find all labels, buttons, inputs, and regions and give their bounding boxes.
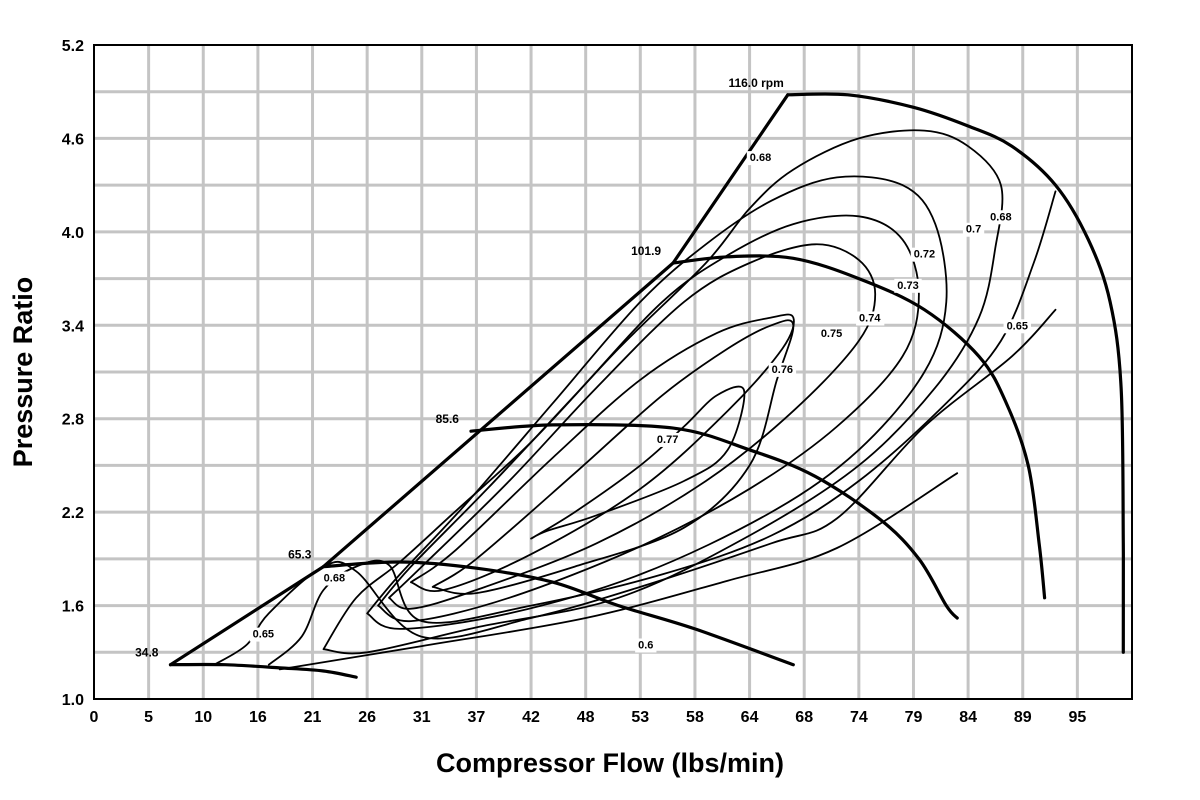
x-tick-label: 79 [905,709,923,726]
efficiency-label-0.65-background [1003,319,1031,334]
efficiency-island-0.73 [377,214,920,623]
efficiency-label-0.72: 0.72 [914,249,935,261]
plot-area-frame [93,44,1133,700]
y-tick-label: 3.4 [62,318,84,335]
x-tick-label: 26 [358,709,376,726]
speed-line-85.6 [469,422,959,620]
efficiency-label-0.77-background [653,432,682,447]
y-tick-label: 4.0 [62,225,84,242]
y-axis-title: Pressure Ratio [8,277,38,468]
efficiency-label-0.68: 0.68 [990,211,1011,223]
efficiency-label-0.75-background [817,327,846,342]
x-tick-label: 95 [1068,709,1086,726]
efficiency-label-0.6: 0.6 [638,640,653,652]
speed-line-34.8 [168,662,358,679]
tick-labels: 0 5 10 16 21 26 31 37 42 48 53 58 64 68 74 79 84 89 95 1.0 1… [62,38,1087,726]
x-tick-label: 64 [741,709,759,726]
x-tick-label: 37 [468,709,486,726]
y-tick-label: 2.2 [62,505,84,522]
efficiency-label-0.68-background [987,210,1015,225]
speed-label-34.8: 34.8 [135,646,159,660]
x-tick-label: 48 [577,709,595,726]
efficiency-label-0.65: 0.65 [253,629,274,641]
efficiency-island-0.76 [431,319,795,595]
x-tick-label: 0 [90,709,99,726]
efficiency-label-0.68-background [320,571,349,586]
speed-label-85.6: 85.6 [436,412,460,426]
efficiency-label-0.74: 0.74 [859,313,881,325]
efficiency-label-0.65: 0.65 [1007,320,1028,332]
y-tick-label: 4.6 [62,131,84,148]
efficiency-label-0.68: 0.68 [324,573,345,585]
x-tick-label: 31 [413,709,431,726]
efficiency-label-0.65-background [249,627,278,642]
x-tick-label: 21 [304,709,322,726]
speed-label-116.0: 116.0 rpm [728,76,783,90]
surge-line [168,93,790,667]
x-tick-label: 53 [631,709,649,726]
x-tick-label: 89 [1014,709,1032,726]
efficiency-label-0.76-background [768,362,797,377]
x-tick-label: 5 [144,709,153,726]
speed-line-116.0 [786,92,1126,654]
efficiency-label-0.7: 0.7 [966,224,981,236]
efficiency-label-0.73-background [894,278,922,293]
efficiency-label-0.6-background [635,638,657,653]
x-tick-label: 84 [959,709,977,726]
efficiency-island-0.6 [278,472,959,671]
x-tick-label: 16 [249,709,267,726]
efficiency-label-0.75: 0.75 [821,328,842,340]
x-tick-label: 74 [850,709,868,726]
map-labels: 34.8 65.3 85.6 101.9 116.0 rpm 0.6 0.65 0.65 0.6… [135,76,1031,660]
efficiency-label-0.7-background [962,222,985,237]
x-axis-title: Compressor Flow (lbs/min) [436,748,784,778]
speed-line-101.9 [671,254,1047,600]
efficiency-label-0.76: 0.76 [772,364,793,376]
speed-label-101.9: 101.9 [631,244,661,258]
efficiency-island-0.77 [530,385,746,540]
x-tick-label: 68 [795,709,813,726]
speed-line-65.3 [321,560,795,667]
y-tick-label: 1.0 [62,692,84,709]
efficiency-label-0.77: 0.77 [657,434,678,446]
efficiency-label-0.74-background [856,311,885,326]
efficiency-label-0.72-background [910,247,939,262]
y-tick-label: 5.2 [62,38,84,55]
efficiency-island-0.75 [410,313,795,592]
efficiency-label-0.73: 0.73 [897,280,918,292]
y-tick-label: 2.8 [62,412,84,429]
efficiency-label-0.68: 0.68 [750,152,771,164]
efficiency-island-0.72 [366,175,948,630]
x-tick-label: 42 [522,709,540,726]
x-tick-label: 10 [194,709,212,726]
x-tick-label: 58 [686,709,704,726]
y-tick-label: 1.6 [62,599,84,616]
speed-label-65.3: 65.3 [288,548,312,562]
efficiency-island-0.65 [213,308,1057,666]
efficiency-island-0.74 [388,243,877,610]
efficiency-label-0.68-background [746,151,775,166]
